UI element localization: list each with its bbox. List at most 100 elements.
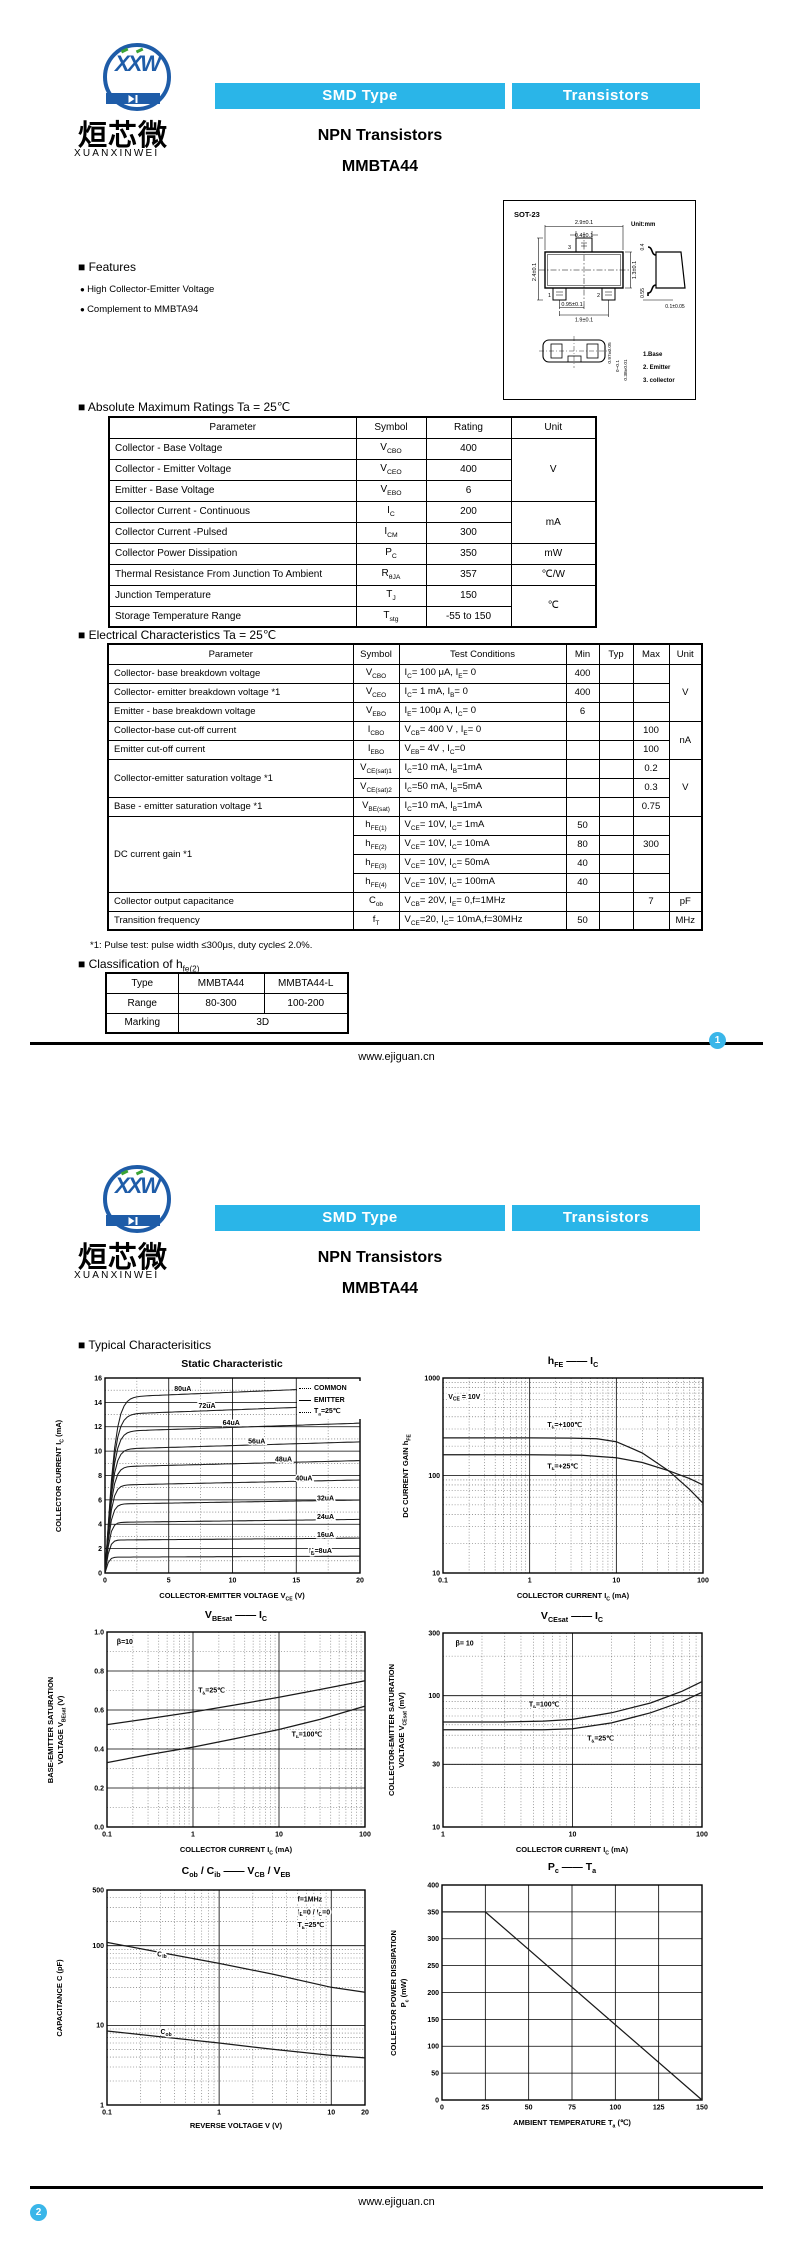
dim-body-width: 2.9±0.1 xyxy=(575,220,593,226)
y-tick-label: 14 xyxy=(94,1400,102,1407)
curve-ib-32uA xyxy=(104,1499,361,1574)
y-tick-label: 0.8 xyxy=(94,1668,104,1675)
chart5-ylabel: CAPACITANCE C (pF) xyxy=(55,1959,65,2037)
min-cell xyxy=(565,739,600,760)
test-conditions-cell: IE= 100μ A, IC= 0 xyxy=(398,701,567,722)
symbol-cell: VEBO xyxy=(352,701,400,722)
abs-max-heading: Absolute Maximum Ratings Ta = 25℃ xyxy=(78,400,290,414)
footer-divider xyxy=(30,1042,763,1045)
feature-item: High Collector-Emitter Voltage xyxy=(80,284,214,295)
unit-cell xyxy=(668,815,703,893)
parameter-cell: Base - emitter saturation voltage *1 xyxy=(107,796,354,817)
column-header: Unit xyxy=(510,416,597,439)
y-tick-label: 0.0 xyxy=(94,1824,104,1831)
test-conditions-cell: IC= 1 mA, IB= 0 xyxy=(398,682,567,703)
typ-cell xyxy=(598,834,634,855)
diode-icon xyxy=(128,1216,138,1225)
chart-annotation: Ta=100℃ xyxy=(292,1730,323,1740)
min-cell: 50 xyxy=(565,910,600,931)
chart-annotation: IE=0 / IC=0 xyxy=(297,1909,330,1918)
rating-cell: 6 xyxy=(425,479,512,502)
x-tick-label: 50 xyxy=(525,2105,533,2112)
typ-cell xyxy=(598,739,634,760)
dim-pin-pitch: 0.95±0.1 xyxy=(561,302,582,308)
curve-label: IB=8uA xyxy=(309,1548,332,1557)
brand-english-name: XUANXINWEI xyxy=(74,148,160,159)
typ-cell xyxy=(598,872,634,893)
footer-url: www.ejiguan.cn xyxy=(358,1051,435,1063)
chart-annotation: Ta=+25℃ xyxy=(547,1462,578,1472)
x-tick-label: 75 xyxy=(568,2105,576,2112)
x-tick-label: 0.1 xyxy=(102,2110,112,2117)
max-cell xyxy=(632,910,670,931)
symbol-cell: hFE(4) xyxy=(352,872,400,893)
parameter-cell: Collector output capacitance xyxy=(107,891,354,912)
y-tick-label: 10 xyxy=(96,2023,104,2030)
symbol-cell: hFE(2) xyxy=(352,834,400,855)
x-tick-label: 150 xyxy=(696,2105,708,2112)
curve-ib-40uA xyxy=(104,1479,361,1574)
y-tick-label: 8 xyxy=(98,1473,102,1480)
y-tick-label: 250 xyxy=(427,1963,439,1970)
banner-smd-type: SMD Type xyxy=(215,83,505,109)
symbol-cell: Cob xyxy=(352,891,400,912)
diode-icon xyxy=(128,94,138,103)
rating-cell: 200 xyxy=(425,500,512,523)
symbol-cell: hFE(3) xyxy=(352,853,400,874)
column-header: Min xyxy=(565,643,600,665)
x-tick-label: 100 xyxy=(359,1832,371,1839)
symbol-cell: fT xyxy=(352,910,400,931)
unit-cell: V xyxy=(668,663,703,722)
part-number: MMBTA44 xyxy=(341,158,419,175)
table-row: Collector-base cut-off current ICBO VCB= 4… xyxy=(107,720,703,760)
chart6-title: Pc —— Ta xyxy=(547,1860,597,1876)
chart-annotation: Cib xyxy=(157,1951,167,1960)
y-tick-label: 200 xyxy=(427,1990,439,1997)
x-tick-label: 100 xyxy=(697,1578,709,1585)
pin1-number: 1 xyxy=(548,293,551,299)
parameter-cell: Emitter - Base Voltage xyxy=(108,479,357,502)
symbol-cell: VCBO xyxy=(352,663,400,684)
chart1-title: Static Characteristic xyxy=(181,1358,283,1370)
max-cell xyxy=(632,853,670,874)
max-cell: 7 xyxy=(632,891,670,912)
value-cell: 3D xyxy=(177,1012,349,1034)
symbol-cell: IC xyxy=(355,500,427,523)
pin2-number: 2 xyxy=(597,293,600,299)
min-cell xyxy=(565,777,600,798)
dim-lead-top: 0.4 xyxy=(640,243,646,250)
chart-annotation: β=10 xyxy=(117,1639,133,1646)
rating-cell: 357 xyxy=(425,563,512,586)
column-header: Test Conditions xyxy=(398,643,567,665)
column-header: Parameter xyxy=(107,643,354,665)
curve-ib-16uA xyxy=(104,1537,360,1574)
parameter-cell: Collector - Emitter Voltage xyxy=(108,458,357,481)
y-tick-label: 300 xyxy=(428,1630,440,1637)
footer-divider xyxy=(30,2186,763,2189)
curve-Cob xyxy=(106,2030,366,2059)
max-cell xyxy=(632,872,670,893)
x-tick-label: 10 xyxy=(612,1578,620,1585)
parameter-cell: Storage Temperature Range xyxy=(108,605,357,628)
label-cell: Marking xyxy=(105,1012,179,1034)
pin1-label: 1.Base xyxy=(643,352,663,358)
table-row: Base - emitter saturation voltage *1 VBE(… xyxy=(107,796,702,817)
unit-cell: MHz xyxy=(668,910,703,931)
test-conditions-cell: VCE= 10V, IC= 100mA xyxy=(398,872,567,893)
pulse-test-footnote: *1: Pulse test: pulse width ≤300μs, duty… xyxy=(90,940,313,951)
chart4-ylabel: COLLECTOR-EMITTER SATURATION VOLTAGE VCEs… xyxy=(387,1663,409,1797)
rating-cell: 400 xyxy=(425,437,512,460)
column-header: Unit xyxy=(668,643,703,665)
x-tick-label: 20 xyxy=(356,1578,364,1585)
test-conditions-cell: VCB= 20V, IE= 0,f=1MHz xyxy=(398,891,567,912)
curve-Ta=25C xyxy=(443,1691,703,1731)
legend-label: EMITTER xyxy=(314,1396,345,1404)
legend-line-icon xyxy=(299,1387,311,1389)
plot-border xyxy=(442,1377,704,1574)
page-number-badge: 1 xyxy=(709,1032,726,1049)
dim-body-height: 1.3±0.1 xyxy=(632,261,638,279)
y-tick-label: 10 xyxy=(432,1570,440,1577)
x-tick-label: 1 xyxy=(191,1832,195,1839)
curve-ib-48uA xyxy=(104,1460,361,1574)
